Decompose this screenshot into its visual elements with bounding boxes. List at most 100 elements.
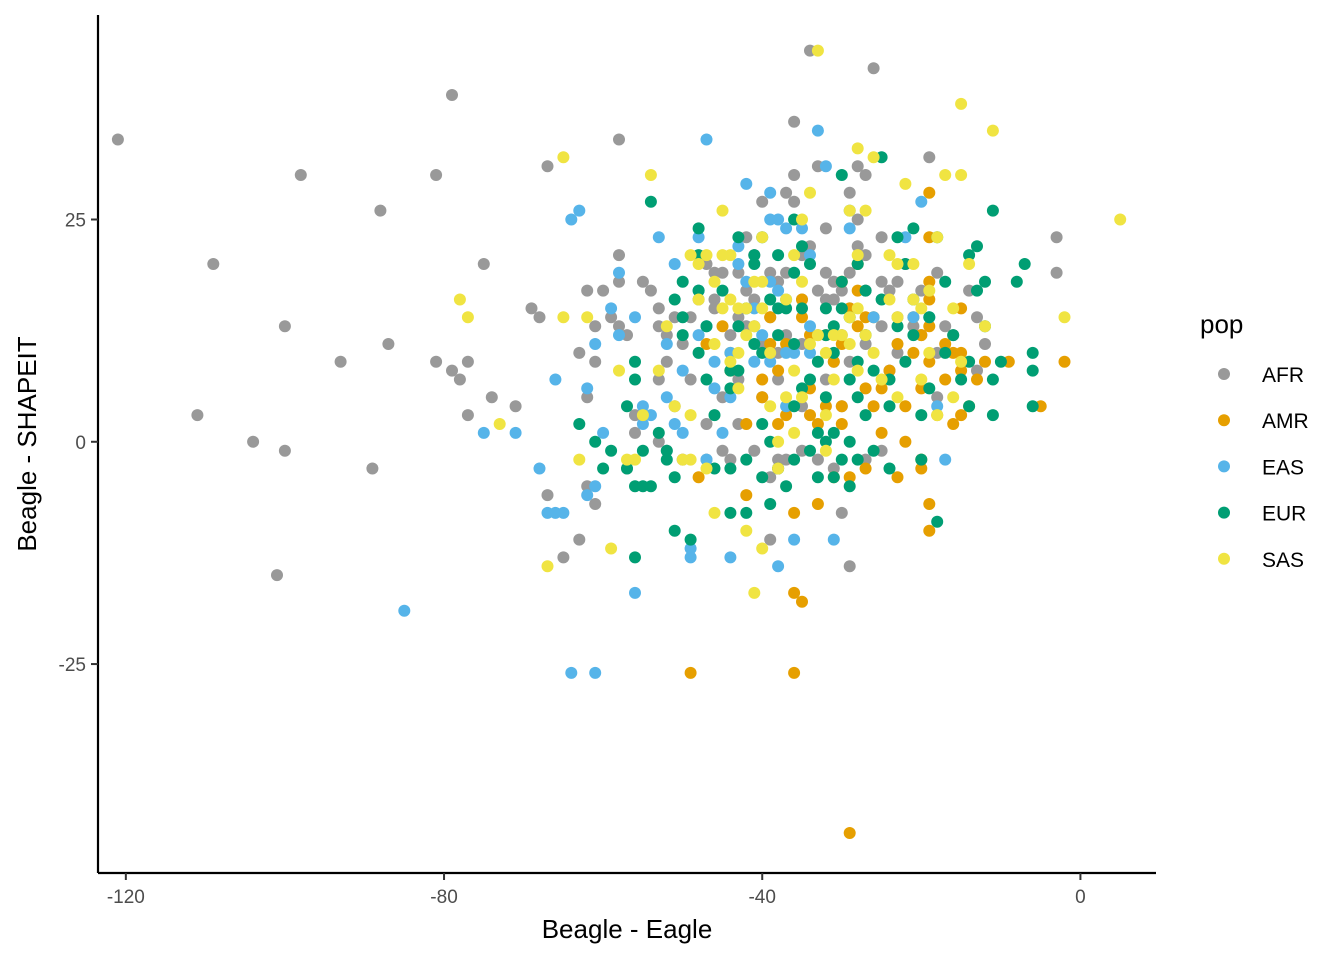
data-point [931, 409, 944, 422]
data-point [660, 355, 673, 368]
data-point [748, 249, 761, 262]
legend-key-eur [1218, 506, 1230, 519]
data-point [867, 346, 880, 359]
data-point [883, 249, 896, 262]
data-point [867, 62, 880, 75]
data-point [374, 204, 387, 217]
data-point [939, 453, 952, 466]
data-point [493, 418, 506, 430]
data-point [971, 240, 983, 253]
data-point [732, 258, 745, 270]
data-point [875, 382, 888, 395]
data-point [875, 231, 888, 244]
data-point [883, 293, 896, 306]
data-point [589, 355, 602, 368]
data-point [652, 435, 665, 448]
data-point [652, 302, 665, 315]
data-point [796, 293, 808, 306]
data-point [811, 124, 824, 137]
data-point [740, 177, 753, 190]
data-point [859, 169, 872, 181]
data-point [541, 489, 554, 502]
data-point [811, 44, 824, 57]
data-point [652, 231, 665, 244]
data-point [843, 373, 856, 386]
data-point [851, 364, 864, 377]
data-point [541, 560, 554, 573]
data-point [684, 533, 697, 546]
data-point [772, 435, 785, 448]
data-point [851, 249, 864, 262]
x-tick-label: -80 [430, 887, 457, 908]
data-point [923, 524, 936, 537]
data-point [788, 400, 801, 413]
data-point [724, 551, 737, 564]
data-point [891, 275, 904, 288]
data-point [708, 275, 721, 288]
data-point [907, 293, 920, 306]
data-point [915, 195, 928, 208]
data-point [875, 373, 888, 386]
data-point [716, 320, 729, 333]
data-point [931, 515, 944, 528]
data-point [716, 204, 729, 217]
data-point [851, 142, 864, 155]
data-point [915, 453, 928, 466]
data-point [788, 426, 801, 439]
data-point [676, 364, 689, 377]
data-point [955, 355, 968, 368]
data-point [804, 338, 816, 350]
data-point [724, 453, 737, 466]
data-point [796, 240, 808, 253]
data-point [533, 311, 546, 324]
data-point [843, 560, 856, 573]
data-point [780, 186, 793, 199]
data-point [907, 320, 920, 333]
data-point [660, 453, 673, 466]
data-point [382, 338, 395, 350]
data-point [819, 346, 832, 359]
data-point [764, 400, 777, 413]
data-point [772, 462, 785, 475]
data-point [923, 311, 936, 324]
data-point [716, 284, 729, 297]
data-point [851, 213, 864, 226]
data-point [1058, 355, 1071, 368]
data-point [986, 373, 999, 386]
data-point [764, 355, 777, 368]
data-point [931, 391, 944, 404]
data-point [740, 524, 753, 537]
data-point [971, 364, 983, 377]
data-point [756, 231, 769, 244]
data-point [883, 364, 896, 377]
data-point [692, 346, 705, 359]
data-point [772, 418, 785, 430]
data-point [668, 418, 681, 430]
data-point [748, 338, 761, 350]
data-point [780, 222, 793, 235]
data-point [931, 231, 944, 244]
data-point [724, 506, 737, 519]
data-point [477, 426, 490, 439]
data-point [732, 382, 745, 395]
data-point [764, 186, 777, 199]
data-point [955, 373, 968, 386]
data-point [636, 444, 649, 457]
data-point [788, 115, 801, 128]
data-point [684, 551, 697, 564]
data-point [819, 160, 832, 173]
data-point [740, 418, 753, 430]
data-point [899, 400, 912, 413]
data-point [756, 275, 769, 288]
data-point [613, 329, 625, 342]
data-point [986, 124, 999, 137]
data-point [772, 249, 785, 262]
data-point [613, 320, 625, 333]
data-point [843, 435, 856, 448]
data-point [835, 169, 848, 181]
legend-key-eas [1218, 460, 1230, 473]
data-point [708, 338, 721, 350]
data-point [788, 195, 801, 208]
data-point [986, 409, 999, 422]
data-point [843, 204, 856, 217]
